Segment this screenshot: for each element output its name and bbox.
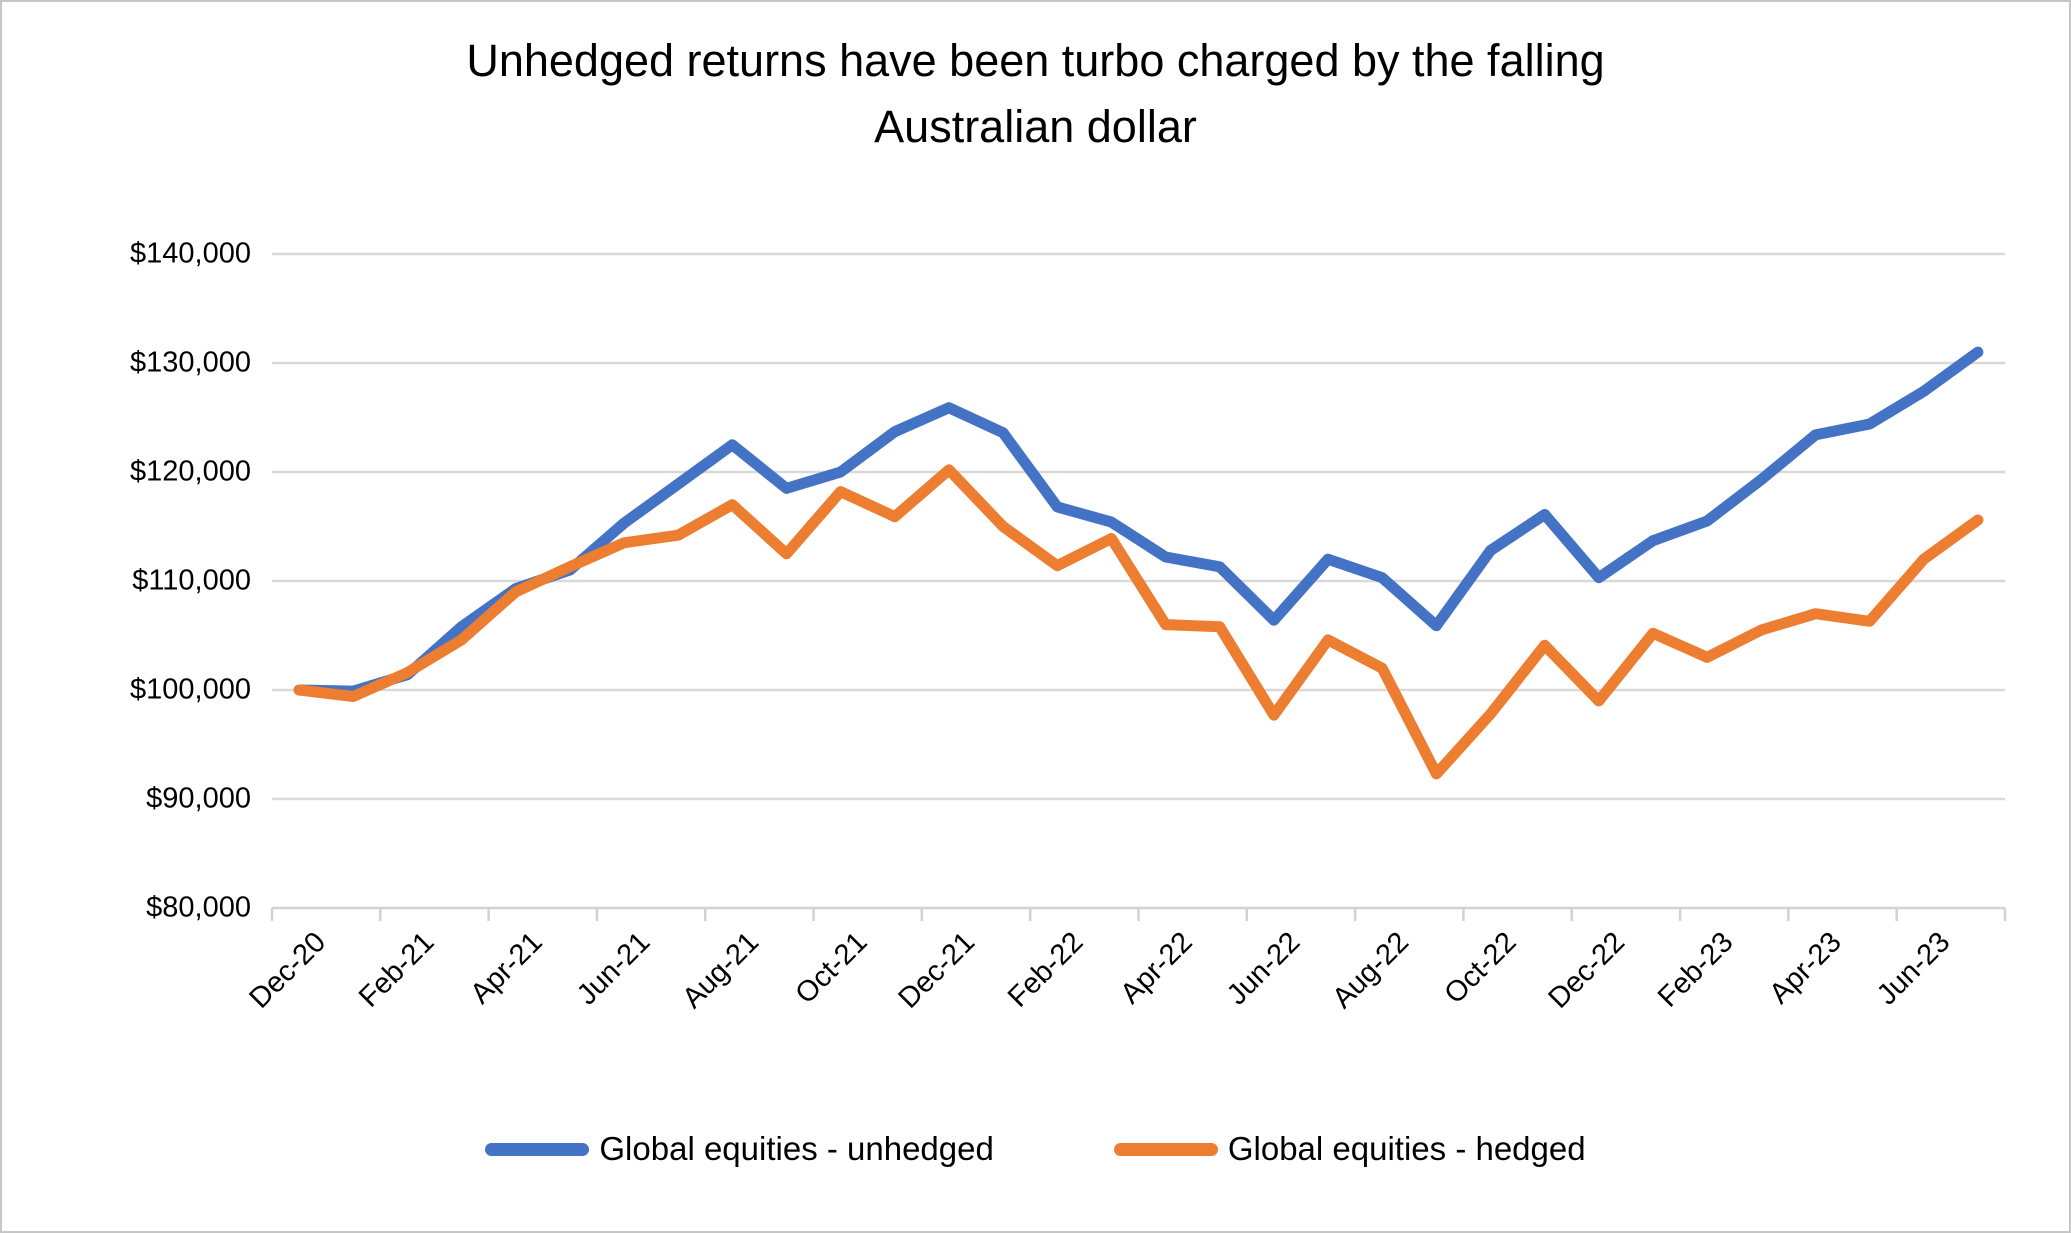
y-axis-label: $140,000: [130, 237, 251, 270]
y-axis-label: $80,000: [146, 891, 251, 924]
legend-item-hedged: Global equities - hedged: [1113, 1130, 1586, 1168]
y-axis-label: $100,000: [130, 673, 251, 706]
legend-label-unhedged: Global equities - unhedged: [599, 1130, 994, 1167]
chart-title-line-2: Australian dollar: [874, 101, 1197, 152]
series-line-unhedged: [293, 346, 1984, 697]
chart-title: Unhedged returns have been turbo charged…: [2, 28, 2069, 160]
y-axis-label: $120,000: [130, 455, 251, 488]
y-axis-label: $110,000: [132, 564, 251, 597]
legend-item-unhedged: Global equities - unhedged: [485, 1130, 994, 1168]
chart-title-line-1: Unhedged returns have been turbo charged…: [466, 35, 1605, 86]
y-axis-label: $130,000: [130, 346, 251, 379]
series-line-hedged: [293, 464, 1984, 780]
y-axis-label: $90,000: [146, 782, 251, 815]
legend-swatch-hedged: [1113, 1142, 1218, 1156]
legend-label-hedged: Global equities - hedged: [1227, 1130, 1586, 1167]
legend-swatch-unhedged: [485, 1142, 590, 1156]
legend: Global equities - unhedged Global equiti…: [2, 1130, 2069, 1168]
